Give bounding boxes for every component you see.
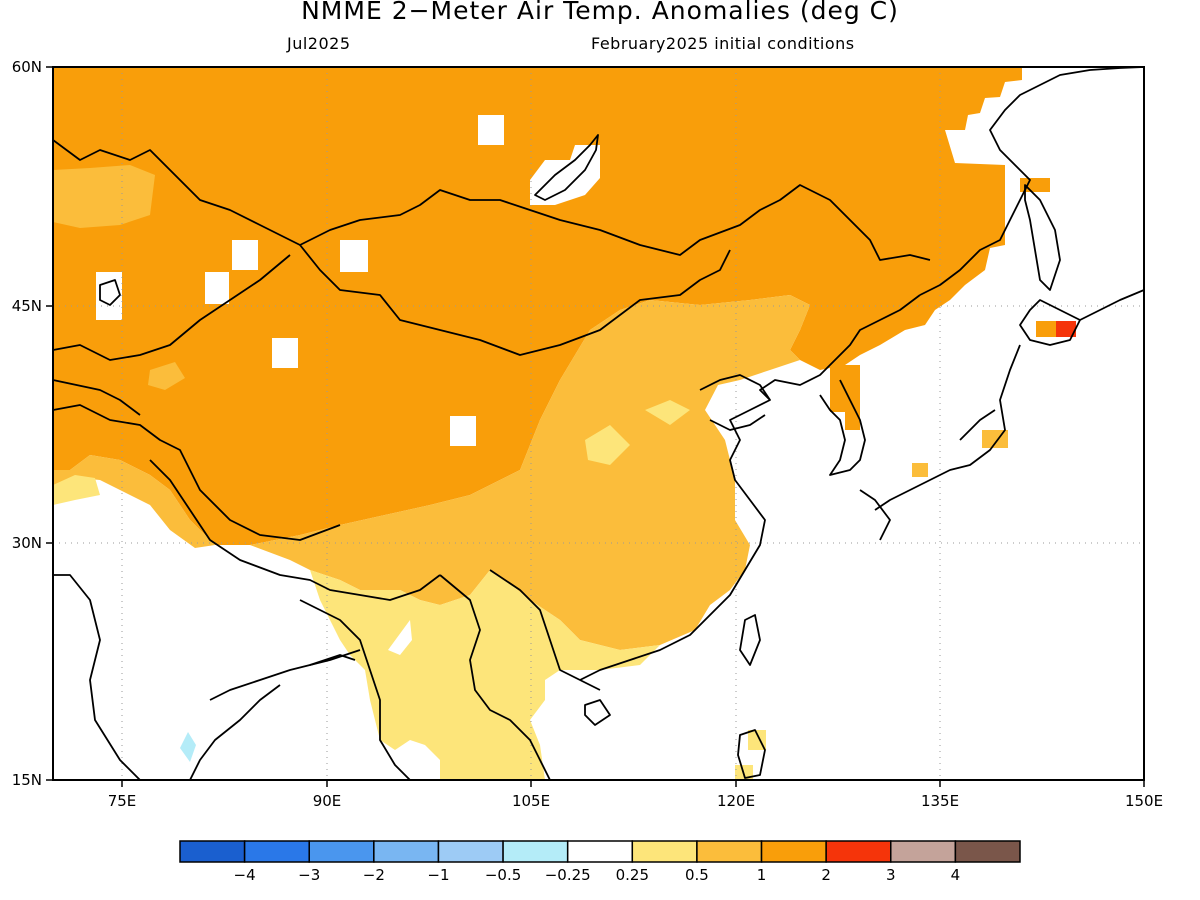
colorbar-label: −1	[427, 866, 449, 884]
lon-label: 90E	[313, 792, 342, 810]
colorbar-label: −3	[298, 866, 320, 884]
missing-cell	[530, 145, 600, 205]
missing-cell	[340, 240, 368, 272]
lon-label: 105E	[512, 792, 550, 810]
colorbar-swatch	[760, 840, 827, 863]
missing-cell	[232, 240, 258, 270]
colorbar-label: 4	[951, 866, 961, 884]
colorbar-swatch	[179, 840, 246, 863]
missing-cell	[272, 338, 298, 368]
colorbar-swatch	[437, 840, 504, 863]
anomaly-region-yellow-china-1	[585, 425, 630, 465]
tick-marks	[46, 66, 1145, 787]
anomaly-cell-japan-north	[1036, 321, 1058, 337]
anomaly-region-east-china	[250, 295, 810, 650]
colorbar-label: −0.25	[545, 866, 591, 884]
anomaly-region-korea	[830, 365, 860, 430]
colorbar-swatch	[502, 840, 569, 863]
colorbar-label: −4	[234, 866, 256, 884]
colorbar-swatch	[696, 840, 763, 863]
colorbar-swatch	[243, 840, 310, 863]
anomaly-region-west-spot	[148, 362, 185, 390]
colorbar-swatch	[308, 840, 375, 863]
colorbar-label: 1	[757, 866, 767, 884]
colorbar-label: 0.5	[685, 866, 709, 884]
colorbar-swatch	[631, 840, 698, 863]
anomaly-cell-japan-south	[912, 463, 928, 477]
lat-label: 15N	[12, 771, 42, 789]
missing-cell	[450, 416, 476, 446]
anomaly-region-yellow-west	[53, 475, 100, 505]
valid-month-label: Jul2025	[287, 34, 351, 53]
lat-label: 45N	[12, 297, 42, 315]
colorbar-label: 3	[886, 866, 896, 884]
lon-label: 75E	[108, 792, 137, 810]
colorbar-label: −2	[363, 866, 385, 884]
anomaly-region-1-to-2	[53, 67, 1022, 545]
missing-cell	[478, 115, 504, 145]
colorbar: −4 −3 −2 −1 −0.5 −0.25 0.25 0.5 1 2 3 4	[179, 840, 1021, 884]
map-title: NMME 2−Meter Air Temp. Anomalies (deg C)	[301, 0, 899, 25]
missing-cell	[388, 620, 412, 655]
anomaly-region-south	[310, 570, 660, 780]
colorbar-swatch	[566, 840, 634, 863]
colorbar-swatch	[954, 840, 1021, 863]
lon-label: 150E	[1125, 792, 1163, 810]
anomaly-region-cool-spot	[180, 732, 196, 762]
colorbar-swatch	[890, 840, 957, 863]
colorbar-label: 0.25	[616, 866, 649, 884]
anomaly-region-west-band	[53, 165, 155, 228]
missing-cell	[205, 272, 229, 304]
colorbar-swatch	[825, 840, 892, 863]
colorbar-label: −0.5	[485, 866, 521, 884]
colorbar-label: 2	[821, 866, 831, 884]
lon-label: 120E	[717, 792, 755, 810]
anomaly-region-yellow-china-2	[645, 400, 690, 425]
lon-label: 135E	[921, 792, 959, 810]
colorbar-swatch	[373, 840, 440, 863]
map-frame	[52, 66, 1145, 781]
init-conditions-label: February2025 initial conditions	[591, 34, 855, 53]
anomaly-shading	[53, 67, 1076, 780]
lat-label: 30N	[12, 534, 42, 552]
anomaly-cell-2-to-3	[1056, 321, 1076, 337]
coastlines-and-borders	[53, 67, 1144, 780]
lat-label: 60N	[12, 58, 42, 76]
anomaly-cell-japan-central	[982, 430, 1008, 448]
